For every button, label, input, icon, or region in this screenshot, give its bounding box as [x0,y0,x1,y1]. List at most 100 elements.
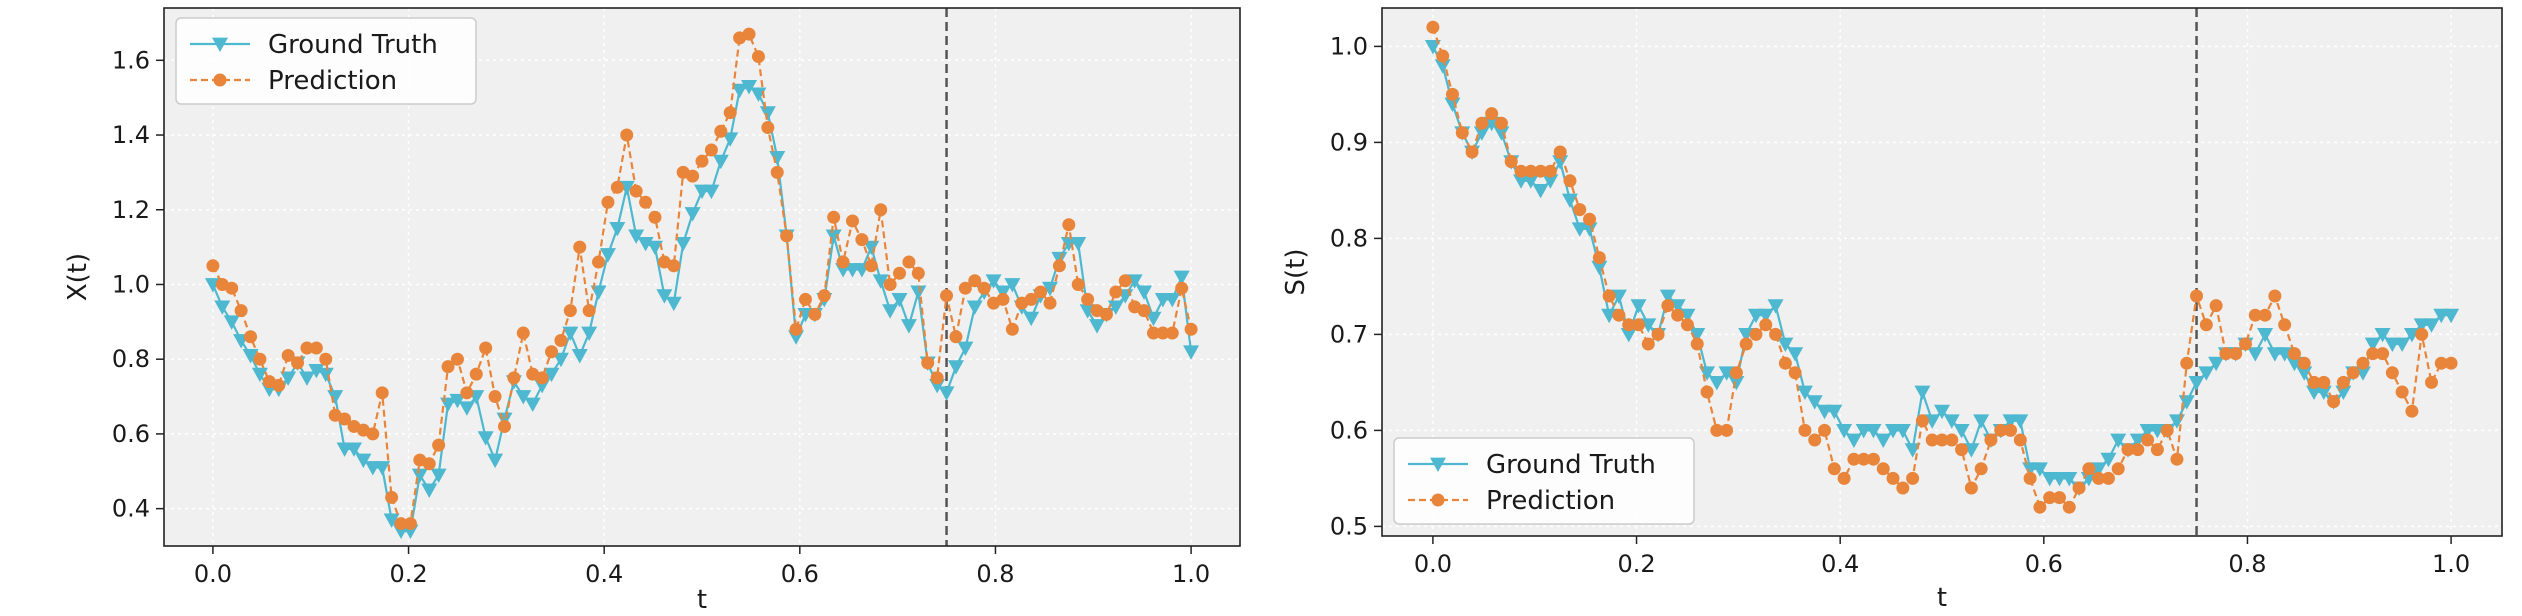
point-ground-truth-23 [421,483,438,498]
y-tick-label-2: 0.8 [112,345,150,373]
legend-entry-ground-truth: Ground Truth [1408,450,1656,480]
point-prediction-14 [1563,174,1577,188]
point-ground-truth-53 [1943,414,1960,429]
point-ground-truth-102 [2423,318,2440,333]
point-ground-truth-45 [628,229,645,244]
point-ground-truth-66 [825,229,842,244]
point-ground-truth-70 [863,240,880,256]
point-prediction-39 [573,240,587,254]
point-prediction-77 [930,371,944,385]
point-ground-truth-42 [1836,424,1853,439]
point-prediction-40 [582,304,596,318]
point-ground-truth-46 [637,236,654,252]
point-ground-truth-27 [1689,328,1706,343]
point-ground-truth-80 [2208,356,2225,372]
point-ground-truth-43 [609,222,626,237]
point-ground-truth-74 [900,319,917,334]
legend-label-ground-truth: Ground Truth [268,30,438,60]
point-ground-truth-38 [562,326,579,342]
point-prediction-65 [2062,500,2076,514]
x-tick-label-3: 0.6 [2025,550,2063,578]
point-prediction-23 [1651,327,1665,341]
chart-s-of-t: 0.0 0.2 0.4 0.6 0.8 1.0 0.5 0.6 0.7 0.8 0.9 1.0 t S… [1281,7,2503,613]
point-prediction-15 [1573,203,1587,217]
point-prediction-53 [704,143,718,157]
point-ground-truth-71 [872,274,889,289]
point-prediction-8 [1504,155,1518,169]
point-prediction-17 [366,427,380,441]
point-prediction-75 [911,266,925,280]
point-ground-truth-10 [1522,174,1539,189]
point-prediction-1 [1436,49,1450,63]
point-prediction-41 [592,255,606,269]
legend-entry-ground-truth: Ground Truth [190,30,438,60]
point-prediction-3 [234,304,248,318]
point-prediction-92 [2327,395,2341,409]
point-ground-truth-52 [1934,404,1950,420]
point-ground-truth-34 [1757,308,1774,324]
point-ground-truth-96 [2364,337,2381,352]
point-prediction-44 [620,128,634,142]
point-prediction-5 [253,352,267,366]
point-prediction-28 [1700,385,1714,399]
y-tick-label-4: 0.9 [1330,128,1368,156]
point-prediction-52 [1935,433,1949,447]
point-ground-truth-90 [1051,251,1068,267]
legend-prediction-icon [1408,493,1468,507]
x-tick-label-0: 0.0 [1414,550,1452,578]
point-prediction-84 [996,292,1010,306]
point-prediction-16 [1583,212,1597,226]
point-ground-truth-36 [543,367,560,383]
point-ground-truth-36 [1777,337,1794,352]
point-prediction-67 [836,255,850,269]
point-ground-truth-80 [957,341,974,356]
point-prediction-20 [1622,318,1636,332]
point-ground-truth-83 [985,274,1002,289]
point-prediction-78 [940,289,954,303]
point-ground-truth-41 [590,285,607,300]
point-prediction-52 [695,154,709,168]
point-ground-truth-104 [2443,308,2460,324]
x-tick-label-1: 0.2 [1617,550,1655,578]
point-prediction-97 [1118,274,1132,288]
point-ground-truth-60 [2012,414,2029,429]
point-prediction-99 [1137,304,1151,318]
point-prediction-30 [488,390,502,404]
point-ground-truth-92 [1070,236,1087,252]
point-prediction-102 [1165,326,1179,340]
point-prediction-39 [1808,433,1822,447]
point-ground-truth-19 [383,513,400,528]
point-prediction-19 [1612,308,1626,322]
point-prediction-31 [1729,366,1743,380]
legend: Ground Truth Prediction [1393,437,1695,525]
point-prediction-69 [855,233,869,247]
legend-sample-marker [212,37,228,52]
point-ground-truth-17 [1591,260,1608,276]
point-prediction-25 [441,360,455,374]
point-prediction-86 [2268,289,2282,303]
point-prediction-70 [2111,462,2125,476]
point-prediction-89 [2297,356,2311,370]
point-ground-truth-84 [2247,347,2264,362]
point-prediction-100 [1146,326,1160,340]
point-prediction-7 [1494,116,1508,130]
point-ground-truth-84 [994,285,1011,300]
point-prediction-101 [2415,327,2429,341]
chart-x-of-t: 0.0 0.2 0.4 0.6 0.8 1.00.40.60.81.01.21.41.6 … [63,7,1241,615]
point-prediction-13 [1553,145,1567,159]
point-ground-truth-13 [327,390,344,405]
point-prediction-53 [1945,433,1959,447]
point-prediction-9 [291,356,305,370]
point-prediction-71 [2121,443,2135,457]
point-prediction-42 [601,195,615,209]
point-prediction-84 [2248,308,2262,322]
point-prediction-57 [742,27,756,41]
point-prediction-62 [2033,500,2047,514]
plot-frame [1381,7,2503,537]
point-ground-truth-46 [1875,433,1892,448]
axis-ticks: 0.0 0.2 0.4 0.6 0.8 1.0 0.4 0.6 0.8 1.0 1.2 1.4 1.6 [112,46,1210,588]
point-ground-truth-70 [2110,433,2127,448]
point-prediction-54 [1955,443,1969,457]
point-prediction-6 [1485,107,1499,121]
point-prediction-68 [2092,471,2106,485]
